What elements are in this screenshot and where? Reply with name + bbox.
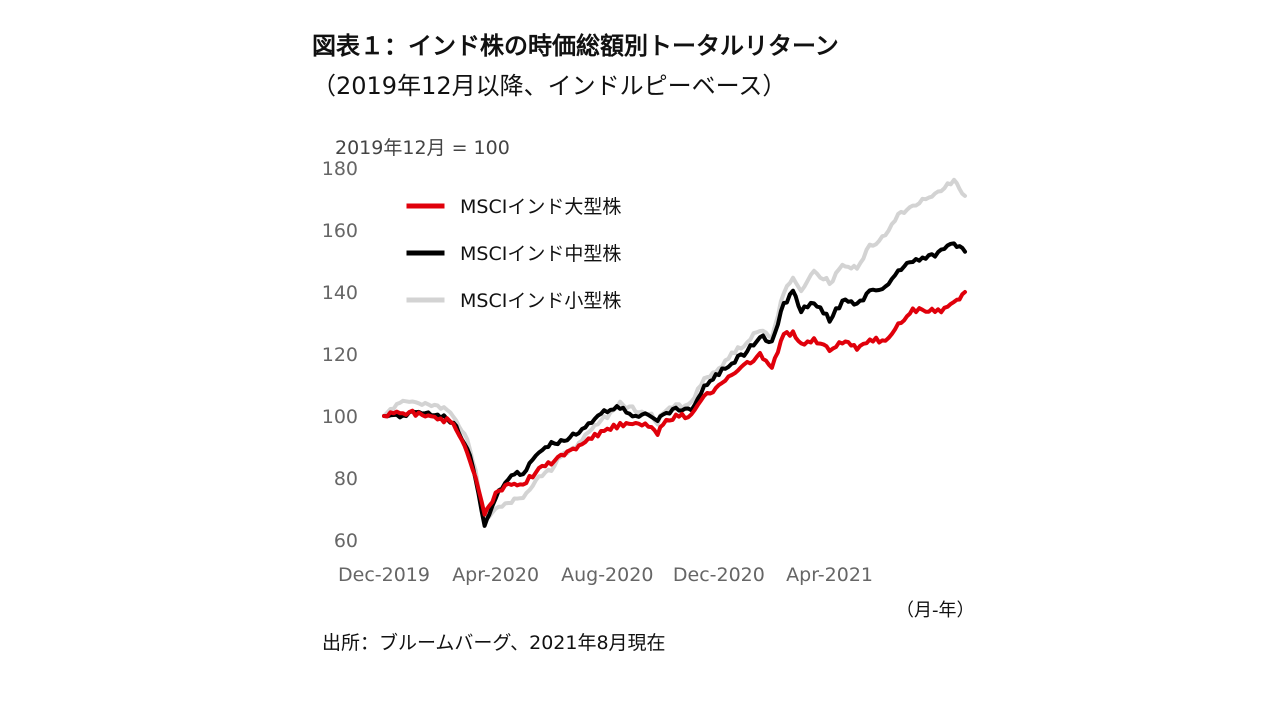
plot-area xyxy=(382,177,967,528)
y-tick-label: 120 xyxy=(322,344,358,366)
y-tick-label: 140 xyxy=(322,282,358,304)
y-tick-label: 100 xyxy=(322,406,358,428)
y-tick-label: 180 xyxy=(322,158,358,180)
x-tick-label: Dec-2019 xyxy=(338,564,430,586)
chart-subtitle: （2019年12月以降、インドルピーベース） xyxy=(312,72,787,100)
series-line-mid-cap xyxy=(382,241,967,528)
y-tick-label: 160 xyxy=(322,220,358,242)
chart-title: 図表１：インド株の時価総額別トータルリターン xyxy=(312,32,839,60)
legend-label-small-cap: MSCIインド小型株 xyxy=(460,290,621,312)
y-tick-label: 80 xyxy=(334,468,358,490)
x-axis: Dec-2019 Apr-2020 Aug-2020 Dec-2020 Apr-2021 xyxy=(338,564,873,586)
x-axis-unit-label: （月-年） xyxy=(896,600,975,621)
legend: MSCIインド大型株 MSCIインド中型株 MSCIインド小型株 xyxy=(406,196,621,312)
legend-label-large-cap: MSCIインド大型株 xyxy=(460,196,621,218)
series-line-large-cap xyxy=(382,290,967,517)
x-tick-label: Apr-2020 xyxy=(452,564,539,586)
x-tick-label: Aug-2020 xyxy=(561,564,653,586)
x-tick-label: Dec-2020 xyxy=(673,564,765,586)
x-tick-label: Apr-2021 xyxy=(786,564,873,586)
source-note: 出所：ブルームバーグ、2021年8月現在 xyxy=(322,632,666,654)
y-axis-unit-label: 2019年12月 = 100 xyxy=(335,137,510,159)
legend-label-mid-cap: MSCIインド中型株 xyxy=(460,243,621,265)
y-tick-label: 60 xyxy=(334,530,358,552)
y-axis: 60 80 100 120 140 160 180 xyxy=(322,158,358,552)
